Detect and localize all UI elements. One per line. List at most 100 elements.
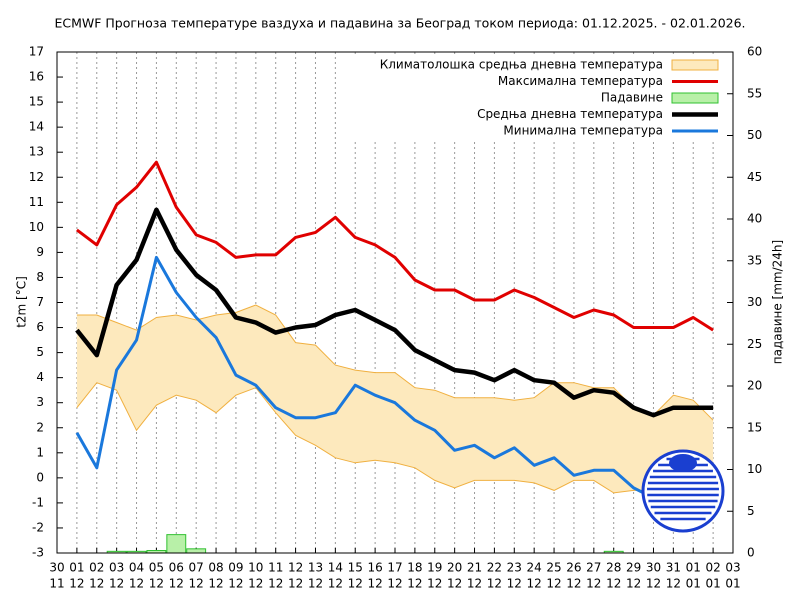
x-tick-label: 12 xyxy=(507,577,522,591)
x-tick-label: 12 xyxy=(208,577,223,591)
y2-tick-label: 55 xyxy=(747,86,762,100)
x-tick-label: 12 xyxy=(487,577,502,591)
y-tick-label: 6 xyxy=(36,320,44,334)
x-tick-label: 29 xyxy=(626,561,641,575)
logo xyxy=(641,449,725,533)
x-tick-label: 12 xyxy=(308,577,323,591)
x-tick-label: 23 xyxy=(507,561,522,575)
x-tick-label: 15 xyxy=(348,561,363,575)
x-tick-label: 03 xyxy=(109,561,124,575)
logo-cloud xyxy=(669,454,697,472)
x-tick-label: 12 xyxy=(646,577,661,591)
x-tick-label: 12 xyxy=(467,577,482,591)
plot-frame xyxy=(56,51,734,554)
x-tick-label: 01 xyxy=(725,577,740,591)
x-tick-label: 22 xyxy=(487,561,502,575)
x-tick-label: 20 xyxy=(447,561,462,575)
x-tick-label: 01 xyxy=(69,561,84,575)
x-tick-label: 12 xyxy=(666,577,681,591)
y2-tick-label: 30 xyxy=(747,295,762,309)
y2-tick-label: 10 xyxy=(747,462,762,476)
x-tick-label: 01 xyxy=(705,577,720,591)
x-tick-label: 19 xyxy=(427,561,442,575)
y2-tick-label: 0 xyxy=(747,546,755,560)
legend-label: Максимална температура xyxy=(498,74,663,88)
x-tick-label: 30 xyxy=(49,561,64,575)
x-tick-label: 18 xyxy=(407,561,422,575)
legend-swatch xyxy=(671,92,719,104)
x-tick-label: 12 xyxy=(626,577,641,591)
x-tick-label: 28 xyxy=(606,561,621,575)
y-tick-label: 14 xyxy=(29,120,44,134)
x-tick-label: 02 xyxy=(89,561,104,575)
x-tick-label: 12 xyxy=(527,577,542,591)
x-tick-label: 10 xyxy=(248,561,263,575)
x-tick-label: 12 xyxy=(129,577,144,591)
x-tick-label: 12 xyxy=(546,577,561,591)
x-tick-label: 12 xyxy=(407,577,422,591)
x-tick-label: 12 xyxy=(328,577,343,591)
y-tick-label: 12 xyxy=(29,170,44,184)
x-tick-label: 21 xyxy=(467,561,482,575)
x-tick-label: 12 xyxy=(348,577,363,591)
line xyxy=(75,207,714,418)
x-tick-label: 12 xyxy=(89,577,104,591)
x-tick-label: 16 xyxy=(367,561,382,575)
x-tick-label: 13 xyxy=(308,561,323,575)
y2-tick-label: 60 xyxy=(747,45,762,59)
x-tick-label: 12 xyxy=(606,577,621,591)
y-tick-label: 7 xyxy=(36,295,44,309)
x-tick-label: 30 xyxy=(646,561,661,575)
legend-label: Минимална температура xyxy=(503,124,663,138)
x-tick-label: 25 xyxy=(546,561,561,575)
x-tick-label: 06 xyxy=(169,561,184,575)
x-tick-label: 31 xyxy=(666,561,681,575)
x-tick-label: 14 xyxy=(328,561,343,575)
x-tick-label: 17 xyxy=(387,561,402,575)
x-tick-label: 12 xyxy=(69,577,84,591)
chart-title: ECMWF Прогноза температуре ваздуха и пад… xyxy=(54,16,745,31)
y-tick-label: 11 xyxy=(29,195,44,209)
y-tick-label: -2 xyxy=(32,520,44,534)
x-tick-label: 05 xyxy=(149,561,164,575)
x-tick-label: 11 xyxy=(268,561,283,575)
bar xyxy=(186,548,207,554)
band-edge xyxy=(76,382,714,494)
x-tick-label: 12 xyxy=(228,577,243,591)
x-tick-label: 07 xyxy=(189,561,204,575)
y-tick-label: 17 xyxy=(29,45,44,59)
x-tick-label: 12 xyxy=(367,577,382,591)
y-tick-label: 16 xyxy=(29,70,44,84)
x-tick-label: 27 xyxy=(586,561,601,575)
x-tick-label: 12 xyxy=(427,577,442,591)
line xyxy=(75,160,714,332)
y-tick-label: 4 xyxy=(36,370,44,384)
x-tick-label: 12 xyxy=(566,577,581,591)
line xyxy=(75,255,714,502)
x-tick-label: 01 xyxy=(686,561,701,575)
x-tick-label: 03 xyxy=(725,561,740,575)
x-tick-label: 26 xyxy=(566,561,581,575)
x-tick-label: 12 xyxy=(586,577,601,591)
y-axis-label: t2m [°C] xyxy=(15,276,29,328)
y-tick-label: 2 xyxy=(36,420,44,434)
x-tick-label: 08 xyxy=(208,561,223,575)
bar xyxy=(166,534,187,554)
x-tick-label: 11 xyxy=(49,577,64,591)
x-tick-label: 12 xyxy=(268,577,283,591)
x-tick-label: 12 xyxy=(288,577,303,591)
y-tick-label: 3 xyxy=(36,395,44,409)
x-tick-label: 01 xyxy=(686,577,701,591)
x-tick-label: 12 xyxy=(189,577,204,591)
x-tick-label: 12 xyxy=(447,577,462,591)
band-edge xyxy=(76,304,714,421)
y2-tick-label: 35 xyxy=(747,253,762,267)
y2-axis-label: падавине [mm/24h] xyxy=(771,240,785,364)
x-tick-label: 12 xyxy=(149,577,164,591)
y-tick-label: 1 xyxy=(36,445,44,459)
x-tick-label: 12 xyxy=(288,561,303,575)
y2-tick-label: 20 xyxy=(747,379,762,393)
x-tick-label: 02 xyxy=(705,561,720,575)
y-tick-label: -3 xyxy=(32,546,44,560)
